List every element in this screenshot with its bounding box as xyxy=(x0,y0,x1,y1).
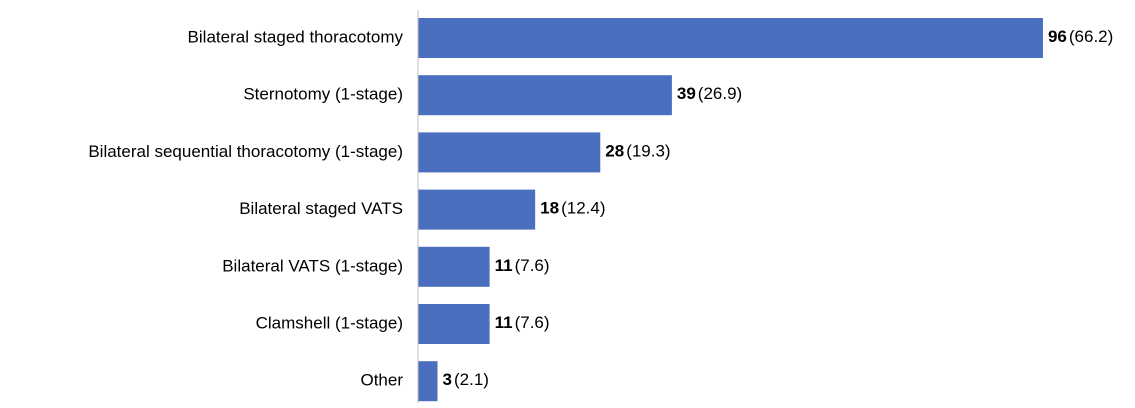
value-count: 28 xyxy=(605,142,624,161)
value-label: 3 (2.1) xyxy=(443,371,489,390)
category-label: Bilateral staged thoracotomy xyxy=(188,27,404,46)
bar xyxy=(418,18,1043,58)
value-share: (19.3) xyxy=(626,142,670,161)
bar xyxy=(418,189,536,230)
value-share: (12.4) xyxy=(561,199,605,218)
bar xyxy=(418,304,490,344)
value-label: 39 (26.9) xyxy=(677,85,742,104)
value-count: 96 xyxy=(1048,27,1067,46)
value-share: (26.9) xyxy=(698,85,742,104)
value-share: (7.6) xyxy=(515,313,550,332)
value-count: 39 xyxy=(677,85,696,104)
bar xyxy=(418,132,601,173)
value-label: 96 (66.2) xyxy=(1048,27,1113,46)
category-label: Sternotomy (1-stage) xyxy=(243,85,403,104)
value-share: (66.2) xyxy=(1069,27,1113,46)
value-count: 3 xyxy=(443,371,452,390)
bar xyxy=(418,246,490,287)
value-count: 11 xyxy=(495,256,513,275)
bar xyxy=(418,361,438,402)
value-share: (7.6) xyxy=(515,256,550,275)
category-label: Bilateral sequential thoracotomy (1-stag… xyxy=(88,142,403,161)
value-count: 11 xyxy=(495,313,513,332)
category-label: Other xyxy=(360,371,403,390)
value-label: 11 (7.6) xyxy=(495,256,550,275)
value-share: (2.1) xyxy=(454,371,489,390)
bar xyxy=(418,75,672,116)
value-count: 18 xyxy=(540,199,559,218)
category-label: Clamshell (1-stage) xyxy=(256,313,403,332)
value-label: 18 (12.4) xyxy=(540,199,605,218)
value-label: 28 (19.3) xyxy=(605,142,670,161)
value-label: 11 (7.6) xyxy=(495,313,550,332)
category-label: Bilateral staged VATS xyxy=(239,199,403,218)
category-label: Bilateral VATS (1-stage) xyxy=(222,256,403,275)
